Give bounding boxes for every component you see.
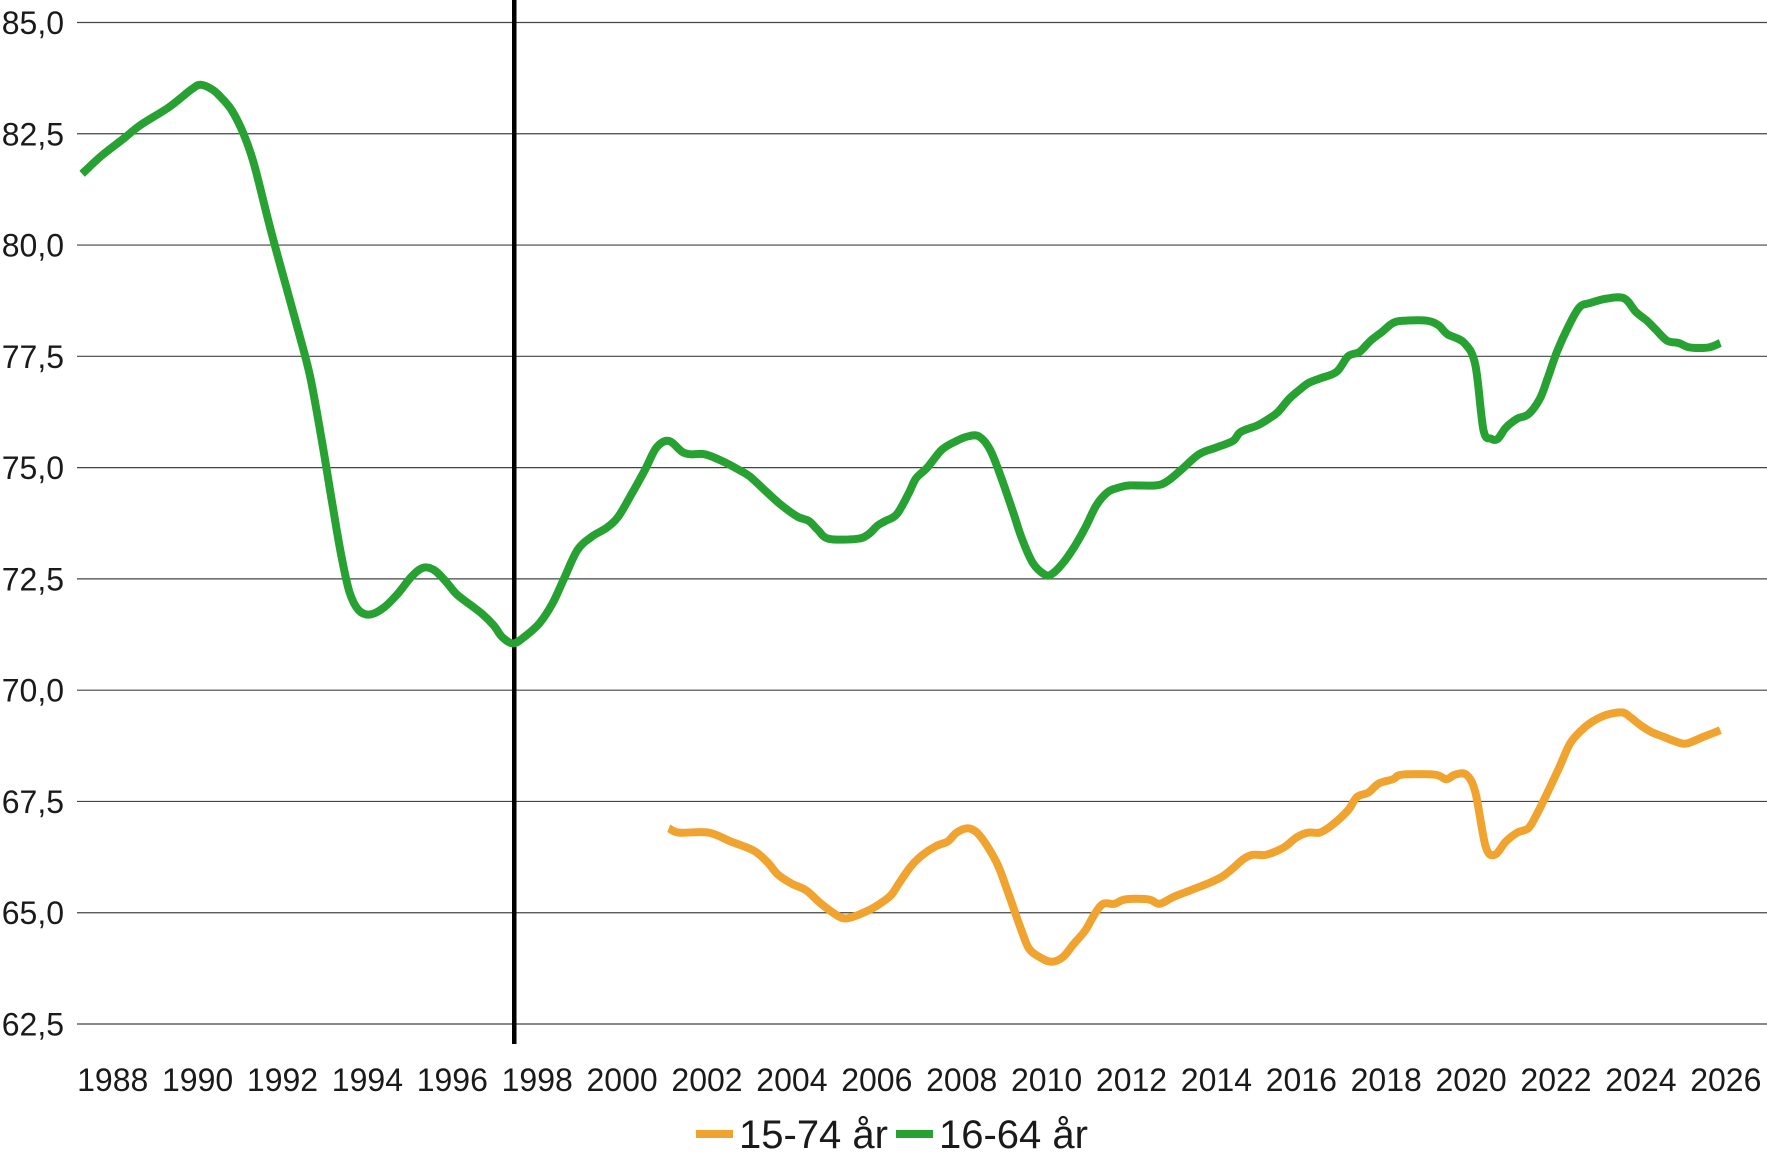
x-tick-label: 1998 — [502, 1062, 573, 1098]
y-tick-label: 70,0 — [2, 673, 64, 709]
legend-label: 16-64 år — [939, 1113, 1088, 1157]
y-tick-label: 82,5 — [2, 116, 64, 152]
y-gridlines — [77, 21, 1767, 1025]
x-tick-label: 2018 — [1351, 1062, 1422, 1098]
legend-item: 15-74 år — [696, 1113, 888, 1157]
y-tick-label: 75,0 — [2, 450, 64, 486]
y-tick-label: 65,0 — [2, 895, 64, 931]
y-tick-label: 85,0 — [2, 5, 64, 41]
legend-label: 15-74 år — [739, 1113, 888, 1157]
legend-item: 16-64 år — [895, 1113, 1088, 1157]
x-tick-label: 2000 — [587, 1062, 658, 1098]
x-tick-label: 2008 — [926, 1062, 997, 1098]
x-tick-label: 2006 — [841, 1062, 912, 1098]
y-tick-label: 67,5 — [2, 784, 64, 820]
x-axis-tick-labels: 1988 1990 1992 1994 1996 1998 2000 2002 2004 2006… — [77, 1062, 1761, 1098]
x-tick-label: 2016 — [1266, 1062, 1337, 1098]
x-tick-label: 2002 — [671, 1062, 742, 1098]
y-tick-label: 72,5 — [2, 561, 64, 597]
x-tick-label: 2014 — [1181, 1062, 1252, 1098]
legend: 15-74 år 16-64 år — [696, 1113, 1088, 1157]
x-tick-label: 2020 — [1436, 1062, 1507, 1098]
y-tick-label: 77,5 — [2, 339, 64, 375]
x-tick-label: 1992 — [247, 1062, 318, 1098]
x-tick-label: 1996 — [417, 1062, 488, 1098]
series-line-0 — [666, 708, 1722, 966]
series-line-1 — [79, 80, 1722, 648]
x-tick-label: 1990 — [162, 1062, 233, 1098]
x-tick-label: 1988 — [77, 1062, 148, 1098]
y-tick-label: 62,5 — [2, 1007, 64, 1043]
y-axis-tick-labels: 62,5 65,0 67,5 70,0 72,5 75,0 77,5 80,0 82,5 85,0 — [2, 5, 64, 1043]
y-tick-label: 80,0 — [2, 228, 64, 264]
x-tick-label: 2022 — [1520, 1062, 1591, 1098]
x-tick-label: 2012 — [1096, 1062, 1167, 1098]
x-tick-label: 2004 — [756, 1062, 827, 1098]
x-tick-label: 1994 — [332, 1062, 403, 1098]
x-tick-label: 2010 — [1011, 1062, 1082, 1098]
series-lines — [79, 80, 1722, 966]
x-tick-label: 2026 — [1690, 1062, 1761, 1098]
x-tick-label: 2024 — [1605, 1062, 1676, 1098]
